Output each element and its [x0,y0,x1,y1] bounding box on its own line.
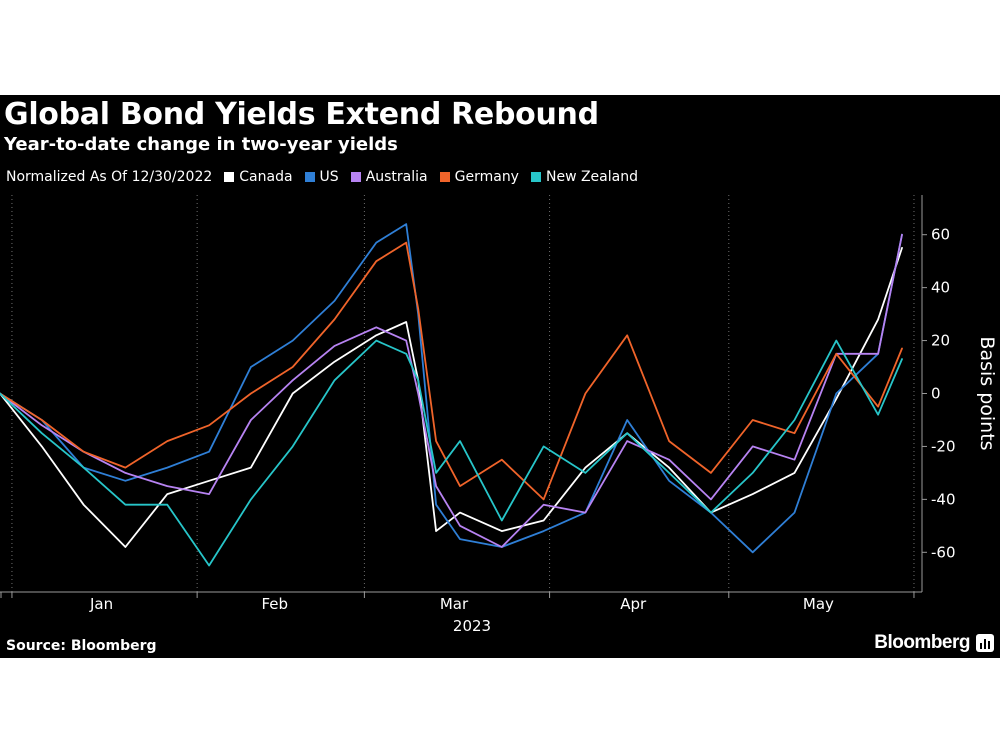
y-tick-label: 20 [931,332,950,350]
x-axis-year-label: 2023 [453,617,491,635]
x-tick-label: May [803,595,834,613]
legend-label: US [319,169,339,185]
legend-swatch [350,172,361,182]
legend: Normalized As Of 12/30/2022 Canada US Aust… [6,169,650,185]
series-line-canada [0,246,903,548]
legend-swatch [530,172,541,182]
y-tick-label: -40 [931,490,956,508]
legend-item-new-zealand: New Zealand [530,169,638,185]
legend-item-australia: Australia [350,169,428,185]
x-tick-label: Apr [620,595,647,613]
legend-label: New Zealand [545,169,638,185]
x-tick-label: Feb [262,595,289,613]
source-note: Source: Bloomberg [6,638,157,654]
chart-title: Global Bond Yields Extend Rebound [4,97,599,132]
legend-label: Canada [239,169,293,185]
legend-swatch [304,172,315,182]
x-tick-label: Mar [440,595,469,613]
y-tick-label: -20 [931,437,956,455]
bar-chart-icon [976,634,994,652]
series-line-us [0,223,903,554]
legend-swatch [224,172,235,182]
legend-swatch [439,172,450,182]
y-tick-label: -60 [931,543,956,561]
bloomberg-logo: Bloomberg [874,632,994,654]
y-tick-label: 60 [931,226,950,244]
y-tick-label: 0 [931,385,941,403]
series-line-germany [0,241,903,501]
legend-items: Canada US Australia Germany New Zealand [224,169,650,185]
legend-label: Australia [365,169,428,185]
legend-item-us: US [304,169,339,185]
legend-item-germany: Germany [439,169,519,185]
series-line-australia [0,233,903,548]
line-chart: -60 -40 -20 0 20 40 60 Basis points Jan Feb Mar Apr… [0,195,998,635]
legend-item-canada: Canada [224,169,293,185]
y-tick-label: 40 [931,279,950,297]
legend-normalization-note: Normalized As Of 12/30/2022 [6,169,213,185]
brand-text: Bloomberg [874,632,970,653]
y-axis-title: Basis points [976,336,998,450]
chart-subtitle: Year-to-date change in two-year yields [4,134,398,155]
chart-panel: Global Bond Yields Extend Rebound Year-t… [0,95,1000,658]
x-tick-label: Jan [89,595,113,613]
legend-label: Germany [454,169,519,185]
series-line-new-zealand [0,339,903,567]
